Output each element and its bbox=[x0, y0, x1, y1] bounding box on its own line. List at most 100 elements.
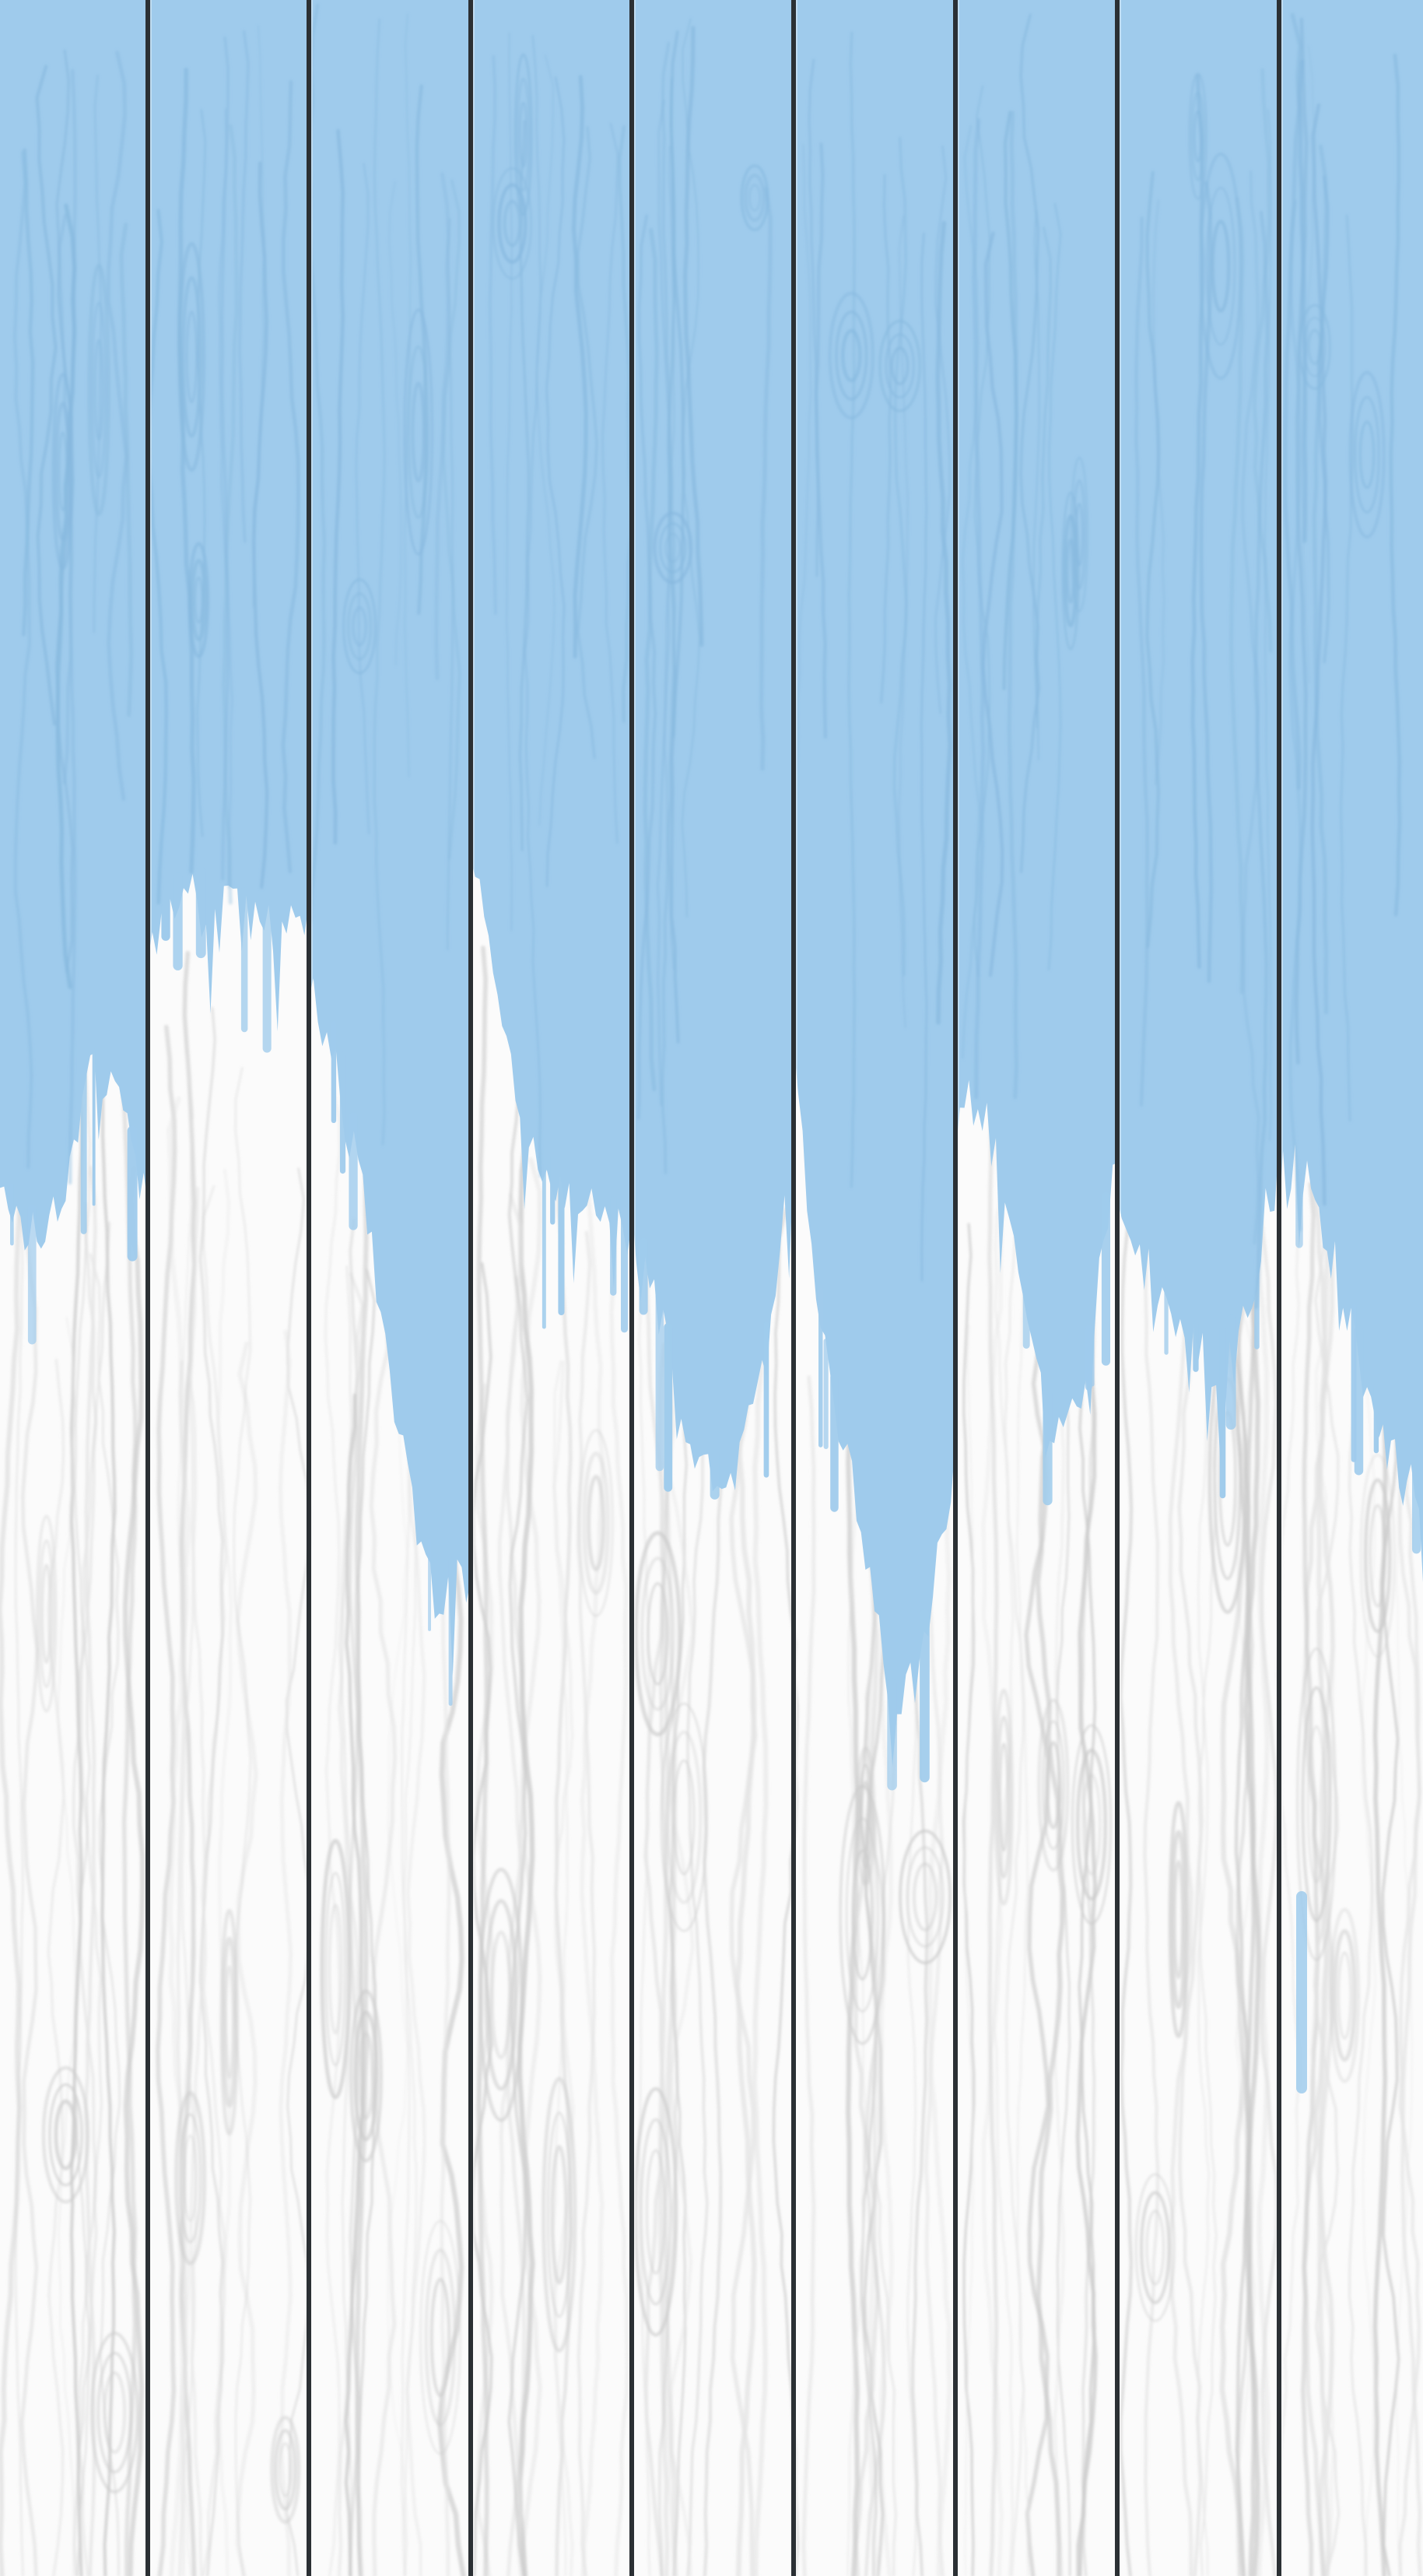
white-grain-line bbox=[69, 992, 83, 2576]
paint-grain-line bbox=[488, 54, 497, 616]
paint-drip bbox=[550, 1153, 556, 1225]
white-grain-line bbox=[729, 1205, 759, 2576]
wood-knot bbox=[1306, 1725, 1327, 1883]
paint-grain-line bbox=[847, 31, 857, 1188]
plank-seam-highlight bbox=[311, 0, 313, 2576]
white-grain-line bbox=[1313, 1174, 1341, 2576]
paint-drip bbox=[1085, 1325, 1092, 1391]
wood-knot bbox=[1045, 1741, 1062, 1830]
paint-grain-line bbox=[217, 108, 233, 889]
white-grain-line bbox=[217, 1168, 233, 2576]
paint-grain-line bbox=[643, 227, 659, 1092]
wood-knot bbox=[96, 2351, 133, 2474]
plank-seam bbox=[791, 0, 796, 2576]
paint-knot bbox=[1061, 491, 1080, 651]
paint-drip bbox=[664, 1323, 673, 1492]
white-grain-line bbox=[121, 1033, 138, 2576]
blue-paint-plank-3 bbox=[309, 0, 471, 1676]
wood-knot bbox=[1296, 1648, 1337, 1961]
wood-knot bbox=[858, 1764, 873, 1869]
wood-knot bbox=[357, 2031, 375, 2121]
wood-knot bbox=[328, 1903, 343, 2035]
wood-knot bbox=[546, 2111, 572, 2318]
white-grain-line bbox=[577, 1230, 597, 2576]
wood-knot bbox=[1369, 1504, 1386, 1608]
white-grain-line bbox=[286, 1167, 311, 2576]
white-grain-line bbox=[73, 988, 91, 2576]
paint-knot bbox=[878, 319, 921, 412]
plank-seam-highlight bbox=[1281, 0, 1283, 2576]
wood-knot bbox=[1329, 1907, 1361, 2083]
blue-paint-plank-7 bbox=[955, 0, 1117, 1458]
paint-grain-line bbox=[656, 99, 671, 1107]
wood-knot bbox=[633, 1531, 682, 1737]
paint-drip bbox=[920, 1609, 930, 1783]
wood-knot bbox=[996, 1715, 1011, 1879]
wood-knot bbox=[839, 1785, 886, 2045]
wood-knot bbox=[860, 1781, 871, 1851]
paint-knot bbox=[1070, 456, 1088, 612]
paint-grain-line bbox=[683, 26, 704, 648]
paint-knot bbox=[51, 372, 75, 570]
wood-knot bbox=[1337, 1951, 1352, 2040]
plank-seam bbox=[953, 0, 958, 2576]
paint-grain-line bbox=[759, 186, 773, 771]
paint-grain-line bbox=[794, 143, 812, 800]
white-grain-line bbox=[189, 1186, 207, 2576]
paint-grain-line bbox=[518, 120, 530, 851]
paint-drip bbox=[655, 1292, 664, 1472]
paint-grain-line bbox=[355, 163, 370, 835]
white-grain-line bbox=[1016, 1202, 1029, 2576]
blue-paint-plank-6 bbox=[794, 0, 955, 1767]
white-grain-line bbox=[686, 1393, 709, 2576]
wood-knot bbox=[913, 1862, 938, 1932]
white-grain-line bbox=[964, 1324, 974, 2576]
wood-knot bbox=[666, 1730, 703, 1904]
wood-knot bbox=[550, 2145, 568, 2285]
white-grain-line bbox=[507, 934, 529, 2576]
paint-knot bbox=[1190, 91, 1205, 181]
paint-grain-line bbox=[1339, 214, 1354, 1122]
wood-knot bbox=[179, 2113, 202, 2244]
white-grain-line bbox=[20, 1154, 39, 2576]
wood-knot bbox=[640, 2118, 672, 2306]
paint-knot bbox=[1193, 110, 1203, 163]
wood-knot bbox=[1173, 1859, 1184, 1980]
wood-knot bbox=[578, 1429, 614, 1617]
paint-fleck bbox=[1296, 1891, 1307, 2093]
white-grain-line bbox=[349, 1218, 359, 2576]
paint-grain-line bbox=[601, 122, 619, 844]
paint-drip bbox=[127, 1125, 138, 1262]
paint-drip bbox=[710, 1449, 720, 1500]
paint-knot bbox=[1358, 420, 1376, 490]
white-grain-line bbox=[179, 950, 197, 2576]
paint-knot bbox=[492, 167, 533, 280]
plank-seam bbox=[629, 0, 634, 2576]
paint-knot bbox=[177, 241, 205, 472]
wood-knot bbox=[38, 1539, 54, 1689]
paint-drip bbox=[1022, 1272, 1030, 1349]
paint-grain-line bbox=[442, 179, 461, 860]
paint-knot bbox=[58, 431, 68, 511]
plank-seams bbox=[145, 0, 1283, 2576]
paint-knot bbox=[194, 577, 204, 623]
paint-drip bbox=[830, 1373, 839, 1512]
paint-knot bbox=[828, 291, 874, 420]
paint-grain-line bbox=[961, 125, 981, 1059]
paint-drip bbox=[1101, 1191, 1110, 1366]
plank-seam bbox=[1115, 0, 1120, 2576]
plank-seam-highlight bbox=[958, 0, 959, 2576]
paint-grain-line bbox=[681, 18, 701, 918]
paint-knot bbox=[513, 53, 533, 216]
wood-knot bbox=[103, 2371, 127, 2454]
paint-knot bbox=[1348, 370, 1386, 539]
paint-grain-line bbox=[815, 142, 827, 739]
wood-knot bbox=[1168, 1801, 1189, 2038]
white-grain-line bbox=[356, 1269, 377, 2576]
paint-grain-line bbox=[1228, 196, 1245, 995]
paint-grain-line bbox=[1297, 59, 1308, 543]
wood-knot bbox=[219, 1908, 240, 2136]
paint-knot bbox=[835, 311, 868, 401]
paint-grain-line bbox=[536, 54, 556, 826]
